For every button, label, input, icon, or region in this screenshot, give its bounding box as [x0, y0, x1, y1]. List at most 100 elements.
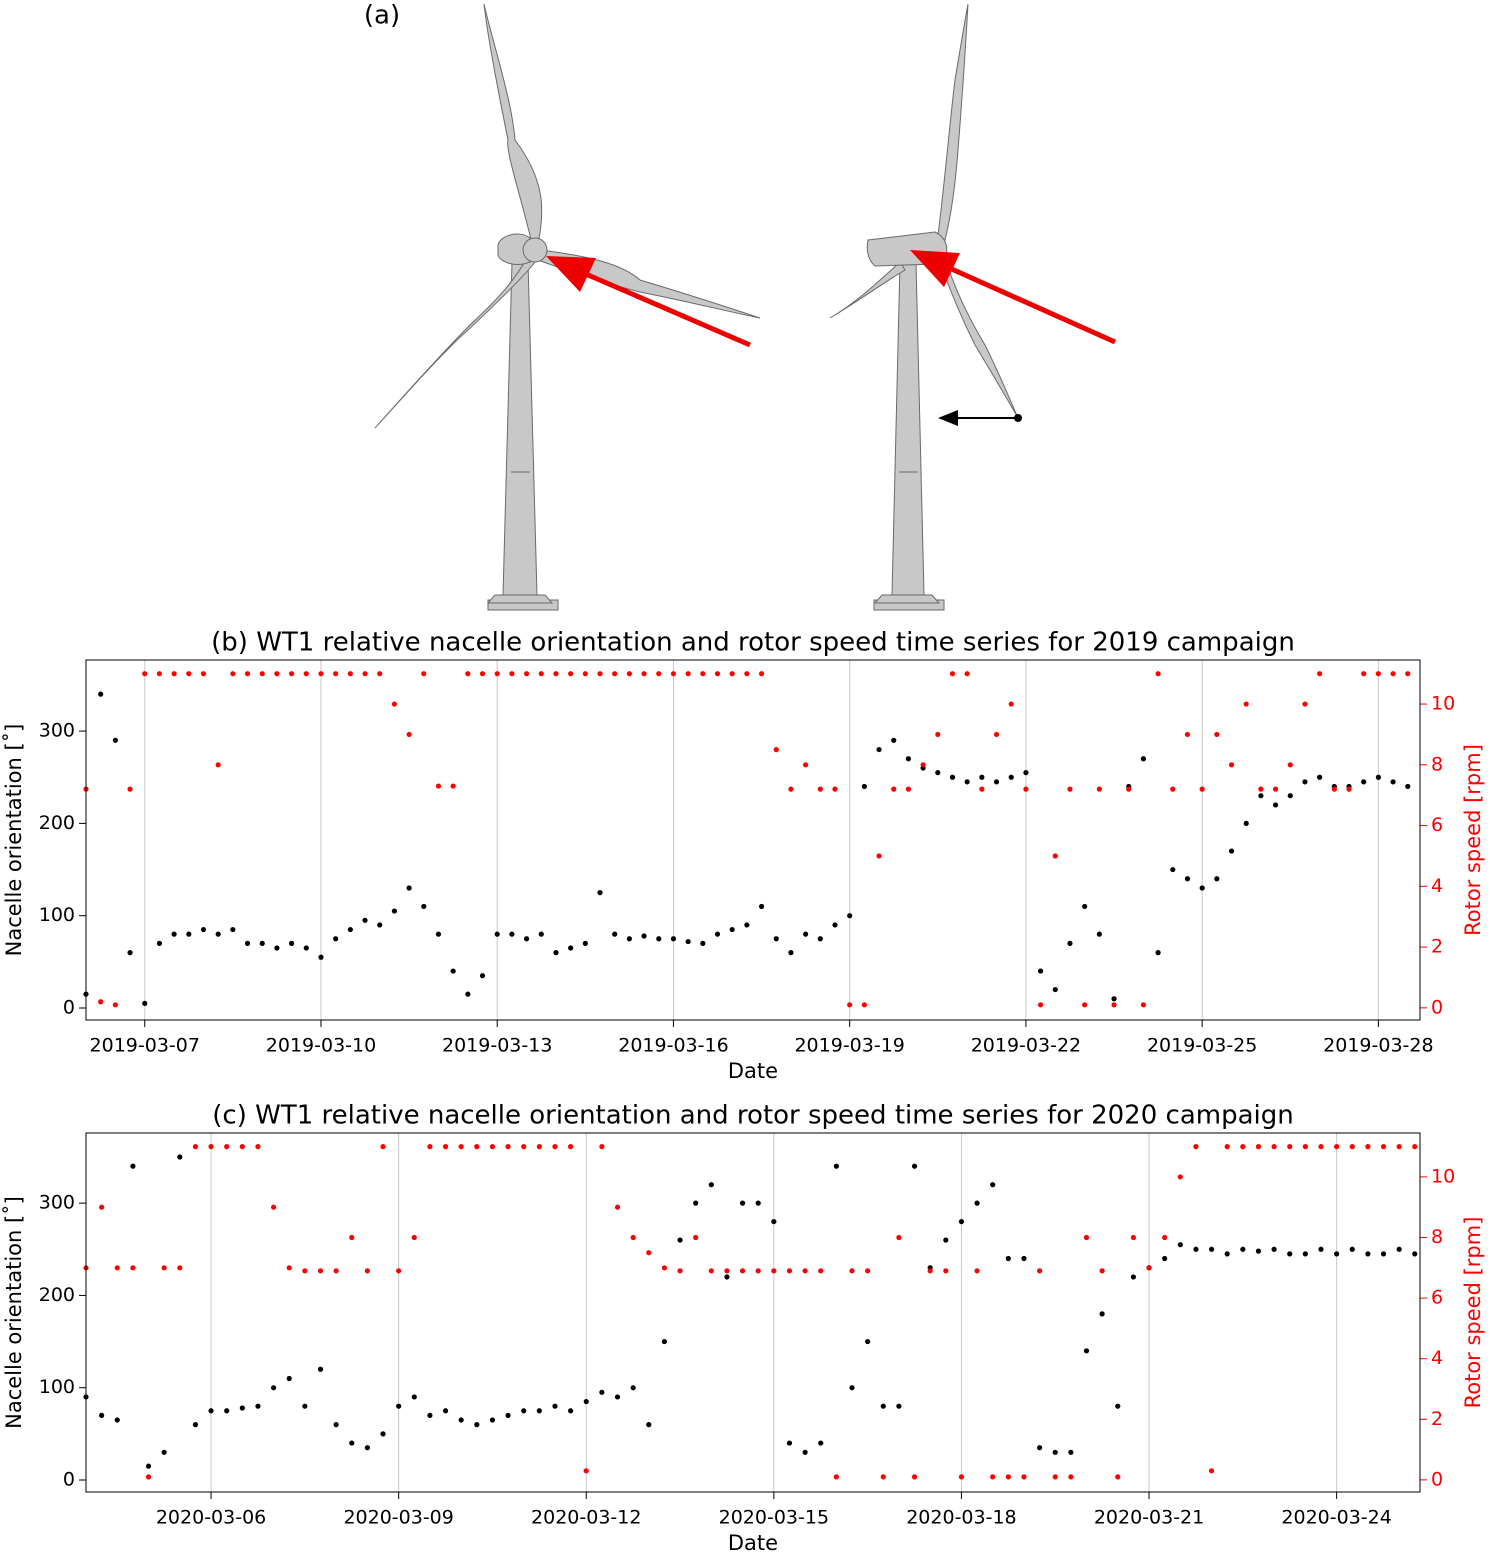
data-point [1177, 1174, 1183, 1180]
data-point [949, 671, 956, 677]
data-point [200, 671, 207, 677]
data-point [1096, 931, 1102, 937]
data-point [289, 671, 295, 677]
y2-tick-label: 10 [1431, 693, 1455, 715]
data-point [891, 786, 897, 792]
x-tick-label: 2019-03-13 [442, 1035, 552, 1057]
data-point [406, 885, 412, 891]
data-point [1287, 1144, 1293, 1150]
data-point [641, 933, 647, 939]
data-point [224, 1408, 230, 1414]
data-point [755, 1200, 761, 1206]
data-point [1155, 950, 1161, 956]
x-tick-label: 2020-03-06 [156, 1507, 266, 1529]
data-point [773, 936, 779, 942]
data-point [729, 926, 735, 933]
data-point [553, 950, 559, 956]
data-point [1365, 1144, 1371, 1150]
data-point [536, 1144, 542, 1150]
data-point [474, 1422, 480, 1428]
data-point [568, 1144, 574, 1150]
data-point [656, 671, 662, 677]
data-point [599, 1144, 605, 1150]
data-point [677, 1237, 683, 1243]
data-point [1023, 786, 1029, 792]
data-point [458, 1144, 464, 1150]
y-tick-label: 100 [39, 904, 75, 926]
data-point [1199, 885, 1205, 891]
data-point [1214, 876, 1220, 882]
data-point [1037, 1445, 1043, 1451]
y-tick-label: 100 [39, 1376, 75, 1398]
data-point [317, 1268, 324, 1274]
y-axis-label: Nacelle orientation [˚] [2, 724, 26, 957]
data-point [377, 671, 383, 677]
data-point [714, 931, 721, 937]
data-point [112, 1002, 118, 1008]
data-point [771, 1268, 777, 1274]
y2-tick-label: 4 [1431, 1347, 1443, 1369]
data-point [1271, 1246, 1277, 1252]
turbine-illustration: (a) [364, 1, 1117, 611]
data-point [614, 1394, 621, 1400]
data-point [215, 931, 221, 937]
x-tick-label: 2019-03-28 [1323, 1035, 1433, 1057]
chart-title: (b) WT1 relative nacelle orientation and… [211, 628, 1295, 658]
data-point [1287, 1251, 1293, 1257]
data-point [880, 1403, 886, 1409]
data-point [614, 1204, 621, 1210]
data-point [1005, 1474, 1011, 1480]
data-point [289, 940, 295, 946]
data-point [1346, 786, 1352, 792]
data-point [552, 1144, 558, 1150]
data-point [964, 779, 970, 785]
data-point [553, 671, 559, 677]
data-point [99, 1412, 105, 1419]
data-point [479, 671, 486, 677]
data-point [708, 1268, 714, 1274]
data-point [411, 1234, 417, 1241]
data-point [788, 786, 794, 792]
data-point [442, 1144, 449, 1150]
data-point [1140, 1002, 1147, 1008]
data-point [200, 926, 207, 933]
chart: (c) WT1 relative nacelle orientation and… [2, 1101, 1485, 1556]
data-point [646, 1250, 652, 1256]
data-point [1193, 1144, 1199, 1150]
x-tick-label: 2020-03-09 [343, 1507, 453, 1529]
data-point [1412, 1251, 1418, 1257]
data-point [1096, 786, 1102, 792]
chart-title: (c) WT1 relative nacelle orientation and… [212, 1101, 1293, 1131]
data-point [744, 922, 750, 928]
data-point [1396, 1144, 1402, 1150]
x-axis-label: Date [728, 1531, 778, 1555]
x-tick-label: 2020-03-15 [719, 1507, 829, 1529]
data-point [693, 1200, 699, 1206]
data-point [1302, 1251, 1308, 1257]
y2-tick-label: 6 [1431, 814, 1443, 836]
data-point [259, 671, 265, 677]
data-point [1361, 671, 1367, 677]
plot-frame [85, 1132, 1421, 1493]
y2-axis-label: Rotor speed [rpm] [1461, 744, 1485, 936]
data-point [286, 1375, 292, 1382]
data-point [509, 671, 515, 677]
data-point [380, 1431, 386, 1437]
data-point [192, 1422, 199, 1428]
data-point [465, 991, 471, 997]
data-point [865, 1268, 871, 1274]
data-point [597, 671, 603, 677]
data-point [161, 1265, 167, 1271]
tower [502, 261, 538, 596]
data-point [630, 1385, 636, 1391]
data-point [380, 1144, 386, 1150]
data-point [130, 1265, 136, 1271]
data-point [1272, 786, 1279, 792]
data-point [927, 1268, 933, 1274]
data-point [552, 1403, 558, 1409]
y2-axis-label: Rotor speed [rpm] [1461, 1217, 1485, 1409]
x-tick-label: 2020-03-18 [906, 1507, 1016, 1529]
data-point [861, 783, 867, 790]
data-point [1115, 1403, 1121, 1409]
data-point [1258, 786, 1264, 792]
